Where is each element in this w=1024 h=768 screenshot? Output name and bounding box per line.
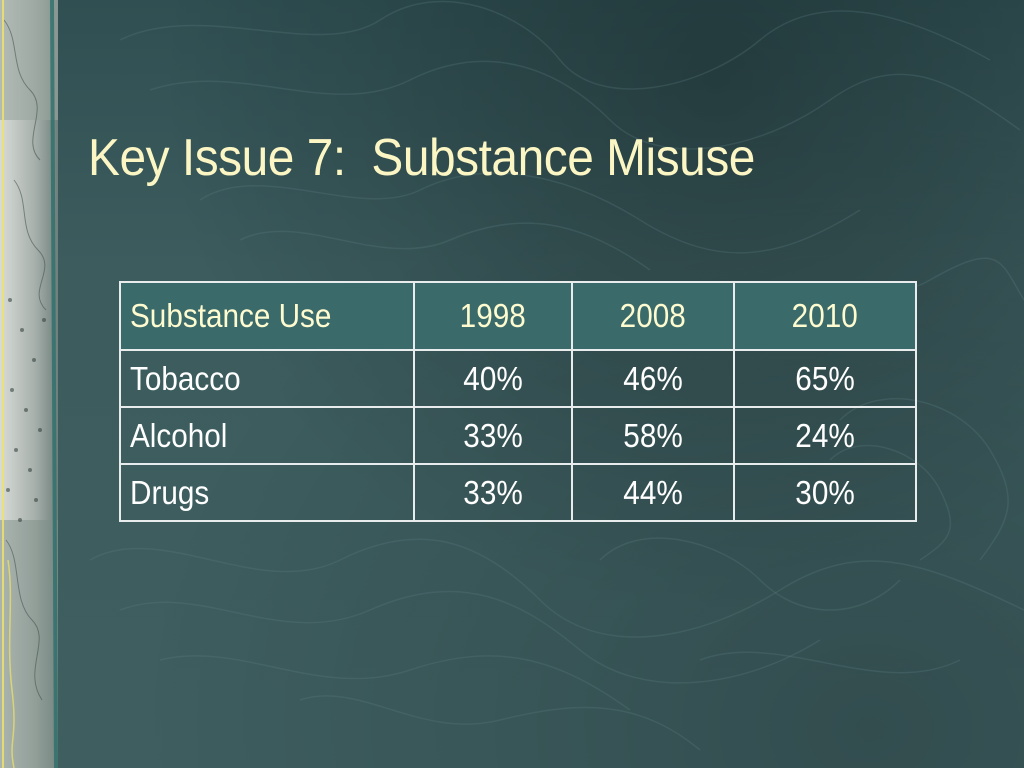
table-cell: 30%: [733, 463, 917, 522]
table-row-alcohol: Alcohol 33% 58% 24%: [119, 406, 917, 465]
substance-use-table: Substance Use 1998 2008 2010 Tobacco 40%…: [119, 281, 917, 522]
row-label: Drugs: [119, 463, 415, 522]
header-year-1998: 1998: [413, 281, 573, 351]
header-year-2008: 2008: [571, 281, 735, 351]
table-header-row: Substance Use 1998 2008 2010: [119, 281, 917, 351]
table-cell: 33%: [413, 406, 573, 465]
slide-title: Key Issue 7: Substance Misuse: [88, 129, 755, 187]
table-cell: 58%: [571, 406, 735, 465]
row-label: Alcohol: [119, 406, 415, 465]
table-cell: 65%: [733, 349, 917, 408]
table-row-tobacco: Tobacco 40% 46% 65%: [119, 349, 917, 408]
table-cell: 40%: [413, 349, 573, 408]
map-texture-strip: [0, 0, 58, 768]
row-label: Tobacco: [119, 349, 415, 408]
table-row-drugs: Drugs 33% 44% 30%: [119, 463, 917, 522]
header-substance-use: Substance Use: [119, 281, 415, 351]
table-cell: 33%: [413, 463, 573, 522]
table-cell: 24%: [733, 406, 917, 465]
table-cell: 46%: [571, 349, 735, 408]
table-cell: 44%: [571, 463, 735, 522]
header-year-2010: 2010: [733, 281, 917, 351]
